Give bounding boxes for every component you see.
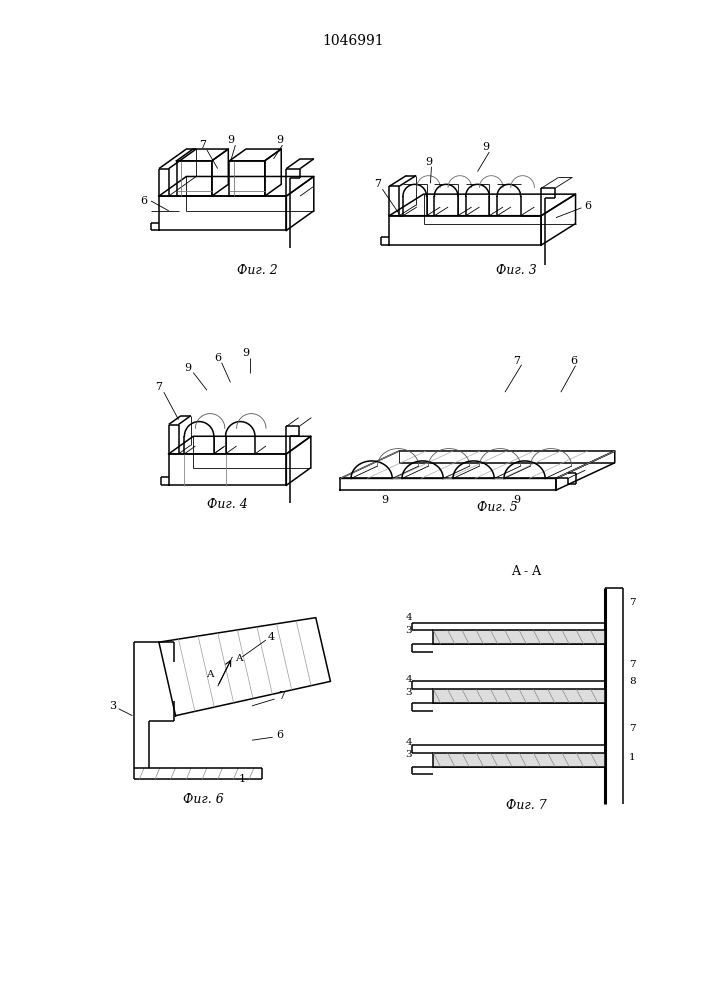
Text: 7: 7 bbox=[629, 724, 636, 733]
Text: 1: 1 bbox=[629, 753, 636, 762]
Text: 9: 9 bbox=[185, 363, 192, 373]
Text: 8: 8 bbox=[629, 677, 636, 686]
Text: 3: 3 bbox=[406, 750, 412, 759]
Text: 9: 9 bbox=[227, 135, 234, 145]
Text: 3: 3 bbox=[110, 701, 117, 711]
Text: 7: 7 bbox=[278, 691, 285, 701]
Text: Фиг. 2: Фиг. 2 bbox=[237, 264, 277, 277]
Text: 3: 3 bbox=[406, 626, 412, 635]
Text: 9: 9 bbox=[425, 157, 432, 167]
Text: 9: 9 bbox=[481, 142, 489, 152]
Bar bbox=[433, 630, 605, 644]
Text: 7: 7 bbox=[156, 382, 163, 392]
Text: 7: 7 bbox=[199, 140, 206, 150]
Text: 9: 9 bbox=[381, 495, 388, 505]
Text: 4: 4 bbox=[268, 632, 275, 642]
Text: 3: 3 bbox=[406, 688, 412, 697]
Text: 9: 9 bbox=[513, 495, 520, 505]
Text: 1: 1 bbox=[239, 774, 246, 784]
Text: Фиг. 5: Фиг. 5 bbox=[477, 501, 518, 514]
Text: 6: 6 bbox=[214, 353, 221, 363]
Bar bbox=[433, 689, 605, 703]
Text: 4: 4 bbox=[406, 613, 412, 622]
Text: 6: 6 bbox=[141, 196, 148, 206]
Text: 9: 9 bbox=[276, 135, 283, 145]
Text: 6: 6 bbox=[584, 201, 591, 211]
Text: Фиг. 7: Фиг. 7 bbox=[506, 799, 547, 812]
Text: Фиг. 4: Фиг. 4 bbox=[207, 498, 248, 511]
Text: 6: 6 bbox=[276, 730, 283, 740]
Text: 6: 6 bbox=[570, 356, 577, 366]
Bar bbox=[433, 753, 605, 767]
Text: A: A bbox=[206, 670, 214, 679]
Text: 7: 7 bbox=[629, 660, 636, 669]
Text: Фиг. 6: Фиг. 6 bbox=[182, 793, 223, 806]
Text: 4: 4 bbox=[406, 738, 412, 747]
Text: A: A bbox=[235, 654, 243, 663]
Text: Фиг. 3: Фиг. 3 bbox=[496, 264, 537, 277]
Text: 1046991: 1046991 bbox=[322, 34, 384, 48]
Text: 9: 9 bbox=[243, 348, 250, 358]
Text: 7: 7 bbox=[629, 598, 636, 607]
Text: 4: 4 bbox=[406, 675, 412, 684]
Text: 7: 7 bbox=[513, 356, 520, 366]
Text: A - A: A - A bbox=[511, 565, 542, 578]
Text: 7: 7 bbox=[374, 179, 381, 189]
